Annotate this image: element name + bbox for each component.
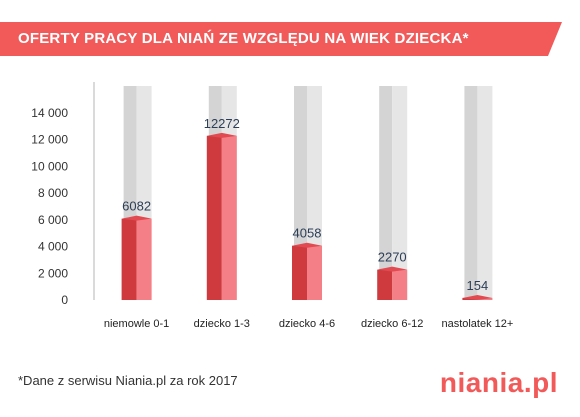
chart-title: OFERTY PRACY DLA NIAŃ ZE WZGLĘDU NA WIEK…	[18, 30, 469, 47]
y-tick-label: 8 000	[38, 186, 68, 200]
y-tick-label: 12 000	[31, 133, 68, 147]
x-tick-label: dziecko 1-3	[194, 318, 250, 330]
bar-left-face	[377, 269, 393, 300]
bar-bg-left	[464, 86, 478, 300]
title-banner: OFERTY PRACY DLA NIAŃ ZE WZGLĘDU NA WIEK…	[0, 22, 562, 56]
brand-logo: niania.pl	[440, 367, 558, 399]
bar-left-face	[292, 245, 307, 300]
bar-bg-left	[379, 86, 393, 300]
data-label: 6082	[122, 199, 151, 214]
x-tick-label: dziecko 4-6	[279, 318, 335, 330]
y-tick-label: 6 000	[38, 213, 68, 227]
bar-right-face	[477, 297, 493, 300]
x-tick-label: nastolatek 12+	[441, 318, 513, 330]
data-label: 12272	[204, 116, 240, 131]
bar-left-face	[206, 135, 222, 300]
footnote: *Dane z serwisu Niania.pl za rok 2017	[18, 373, 238, 388]
y-tick-label: 4 000	[38, 240, 68, 254]
bar-bg-right	[477, 86, 493, 300]
bar-right-face	[221, 135, 237, 300]
data-label: 2270	[378, 250, 407, 265]
banner-shape	[0, 22, 562, 56]
bar-top-cap	[206, 132, 237, 138]
x-tick-label: niemowle 0-1	[104, 318, 169, 330]
bar-right-face	[136, 218, 152, 300]
y-tick-label: 10 000	[31, 159, 68, 173]
bar-bg-right	[392, 86, 408, 300]
y-tick-label: 0	[61, 293, 68, 307]
bar-left-face	[462, 297, 478, 300]
bar-top-cap	[377, 266, 408, 272]
bar-left-face	[121, 218, 137, 300]
y-tick-label: 2 000	[38, 266, 68, 280]
brand-name: niania	[439, 367, 524, 398]
brand-suffix: .pl	[523, 367, 558, 398]
bar-right-face	[392, 269, 408, 300]
bar-chart: 0 2 000 4 000 6 000 8 000 10 000 12 000 14 000 6…	[31, 82, 513, 330]
data-label: 4058	[293, 226, 322, 241]
x-tick-label: dziecko 6-12	[361, 318, 423, 330]
bar-right-face	[307, 245, 322, 300]
bar-top-cap	[462, 294, 493, 300]
y-tick-label: 14 000	[31, 106, 68, 120]
bar-top-cap	[121, 215, 152, 221]
bar-top-cap	[292, 242, 322, 248]
data-label: 154	[467, 278, 489, 293]
